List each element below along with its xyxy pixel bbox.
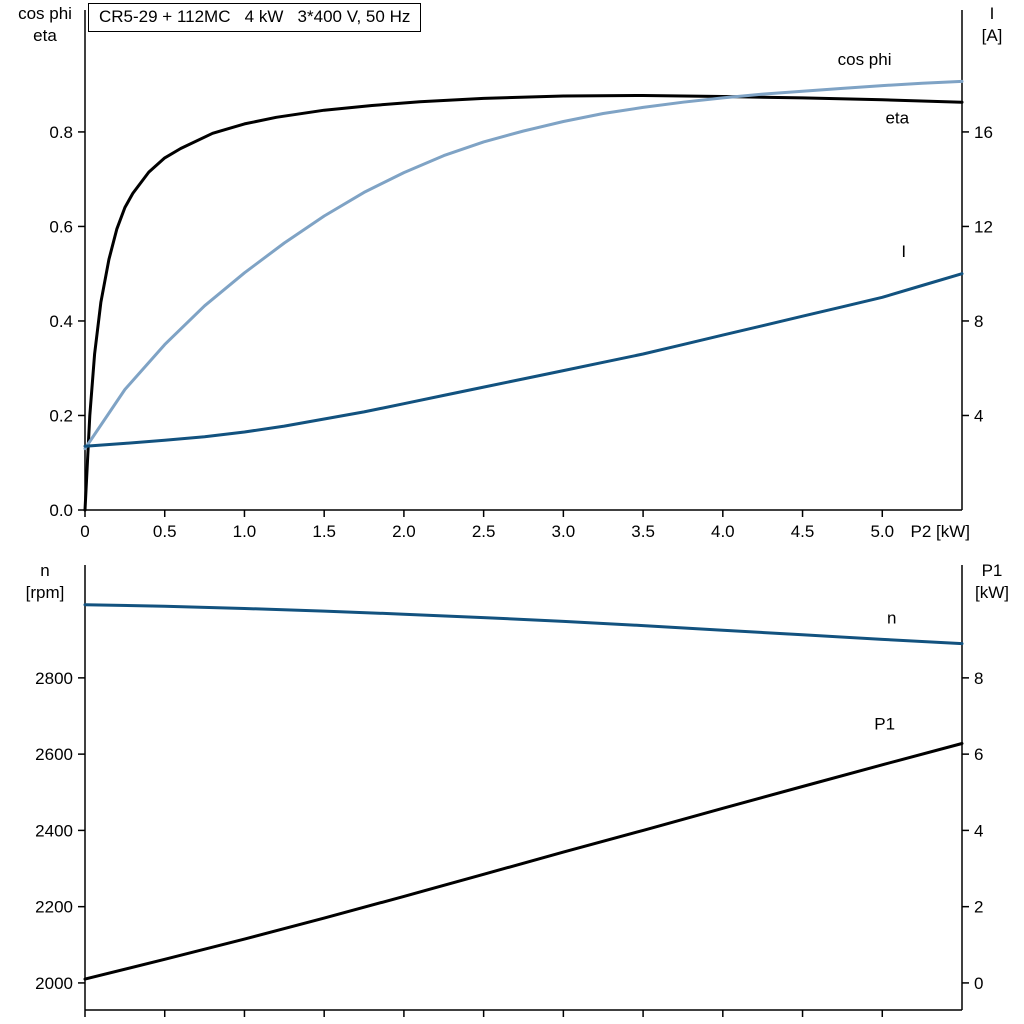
left-tick-label: 0.2 (49, 406, 73, 425)
left-tick-label: 2000 (35, 974, 73, 993)
x-tick-label: 1.5 (312, 522, 336, 541)
right-tick-label: 4 (974, 406, 983, 425)
curve-label-input-power: P1 (874, 714, 895, 733)
axis-title-current: I (989, 4, 995, 23)
x-tick-label: 4.5 (791, 522, 815, 541)
left-tick-label: 0.0 (49, 501, 73, 520)
right-tick-label: 0 (974, 974, 983, 993)
top-chart-left-axis-title: cos phi eta (6, 3, 84, 47)
curve-label-cos-phi: cos phi (838, 50, 892, 69)
left-tick-label: 2200 (35, 898, 73, 917)
curve-label-current: I (901, 242, 906, 261)
right-tick-label: 8 (974, 669, 983, 688)
axis-title-cos-phi: cos phi (18, 4, 72, 23)
bottom-chart-left-axis-title: n [rpm] (6, 560, 84, 604)
left-tick-label: 0.6 (49, 217, 73, 236)
speed-power-chart: 2000 2200 2400 2600 2800 0 2 4 6 8 n P1 (35, 565, 983, 1017)
x-tick-label: 4.0 (711, 522, 735, 541)
bottom-chart-right-axis-title: P1 [kW] (966, 560, 1018, 604)
axis-title-eta: eta (33, 26, 57, 45)
x-tick-label: 2.5 (472, 522, 496, 541)
x-tick-label: 0 (80, 522, 89, 541)
curve-input-power (83, 742, 964, 981)
x-tick-label: 5.0 (870, 522, 894, 541)
left-tick-label: 2800 (35, 669, 73, 688)
axis-title-current-unit: [A] (981, 26, 1003, 45)
axis-title-p1: P1 (981, 561, 1003, 580)
x-tick-label: 3.5 (631, 522, 655, 541)
x-tick-label: 1.0 (233, 522, 257, 541)
right-tick-label: 8 (974, 312, 983, 331)
curve-eta (83, 94, 964, 512)
curve-cos-phi (83, 79, 964, 451)
motor-electrical-chart: 0.0 0.2 0.4 0.6 0.8 4 8 12 16 0 0.5 1.0 1.5 2.0 2.5 3.0… (49, 10, 993, 541)
right-tick-label: 2 (974, 898, 983, 917)
axis-title-p1-unit: [kW] (975, 583, 1009, 602)
left-tick-label: 2400 (35, 821, 73, 840)
curve-label-eta: eta (885, 108, 909, 127)
right-tick-label: 6 (974, 745, 983, 764)
left-tick-label: 0.8 (49, 123, 73, 142)
x-tick-label: 0.5 (153, 522, 177, 541)
axis-title-speed: n (40, 561, 50, 580)
x-tick-label: 2.0 (392, 522, 416, 541)
x-tick-label: 3.0 (552, 522, 576, 541)
curve-label-speed: n (887, 609, 896, 628)
curve-current (83, 272, 964, 448)
curve-speed (83, 603, 964, 646)
right-tick-label: 12 (974, 217, 993, 236)
top-chart-right-axis-title: I [A] (966, 3, 1018, 47)
axis-title-speed-unit: [rpm] (25, 583, 65, 602)
x-axis-label: P2 [kW] (910, 522, 970, 541)
left-tick-label: 2600 (35, 745, 73, 764)
left-tick-label: 0.4 (49, 312, 73, 331)
right-tick-label: 4 (974, 821, 983, 840)
right-tick-label: 16 (974, 123, 993, 142)
chart-title: CR5-29 + 112MC 4 kW 3*400 V, 50 Hz (88, 3, 422, 32)
